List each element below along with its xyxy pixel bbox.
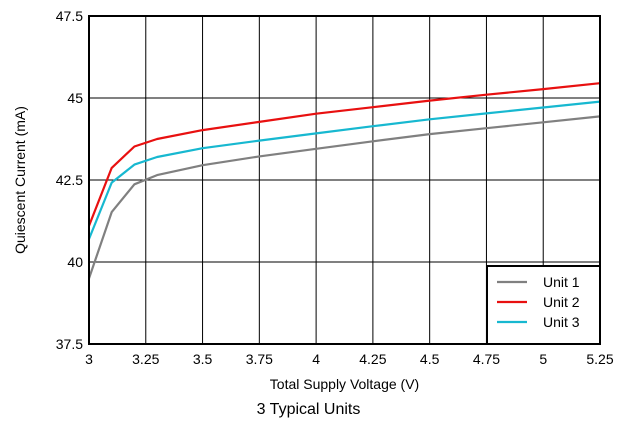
y-tick-label: 40 xyxy=(67,254,83,270)
x-tick-label: 3 xyxy=(85,351,93,367)
legend-label: Unit 3 xyxy=(543,314,580,330)
x-tick-label: 4 xyxy=(312,351,320,367)
y-tick-label: 42.5 xyxy=(56,172,83,188)
plot-frame xyxy=(88,15,601,345)
y-axis-title: Quiescent Current (mA) xyxy=(12,106,28,254)
y-tick-label: 47.5 xyxy=(56,8,83,24)
series-line-unit-3 xyxy=(87,100,601,240)
x-tick-label: 3.25 xyxy=(132,351,159,367)
series-line-unit-2 xyxy=(87,82,601,227)
x-tick-label: 3.5 xyxy=(193,351,213,367)
y-tick-label: 45 xyxy=(67,90,83,106)
x-tick-label: 5 xyxy=(539,351,547,367)
series-line-unit-1 xyxy=(87,115,601,279)
x-tick-label: 4.25 xyxy=(359,351,386,367)
x-tick-label: 4.75 xyxy=(473,351,500,367)
series-group xyxy=(87,82,601,279)
tick-labels: 3 3.25 3.5 3.75 4 4.25 4.5 4.75 5 5.25 37.5 40 42.5 4… xyxy=(56,8,614,367)
x-tick-label: 5.25 xyxy=(586,351,613,367)
x-tick-label: 4.5 xyxy=(420,351,440,367)
legend-label: Unit 2 xyxy=(543,294,580,310)
chart-caption: 3 Typical Units xyxy=(256,401,361,418)
x-tick-label: 3.75 xyxy=(246,351,273,367)
y-tick-label: 37.5 xyxy=(56,336,83,352)
x-axis-title: Total Supply Voltage (V) xyxy=(270,376,419,392)
legend-box xyxy=(486,265,601,345)
legend: Unit 1 Unit 2 Unit 3 xyxy=(486,265,601,345)
legend-label: Unit 1 xyxy=(543,274,580,290)
